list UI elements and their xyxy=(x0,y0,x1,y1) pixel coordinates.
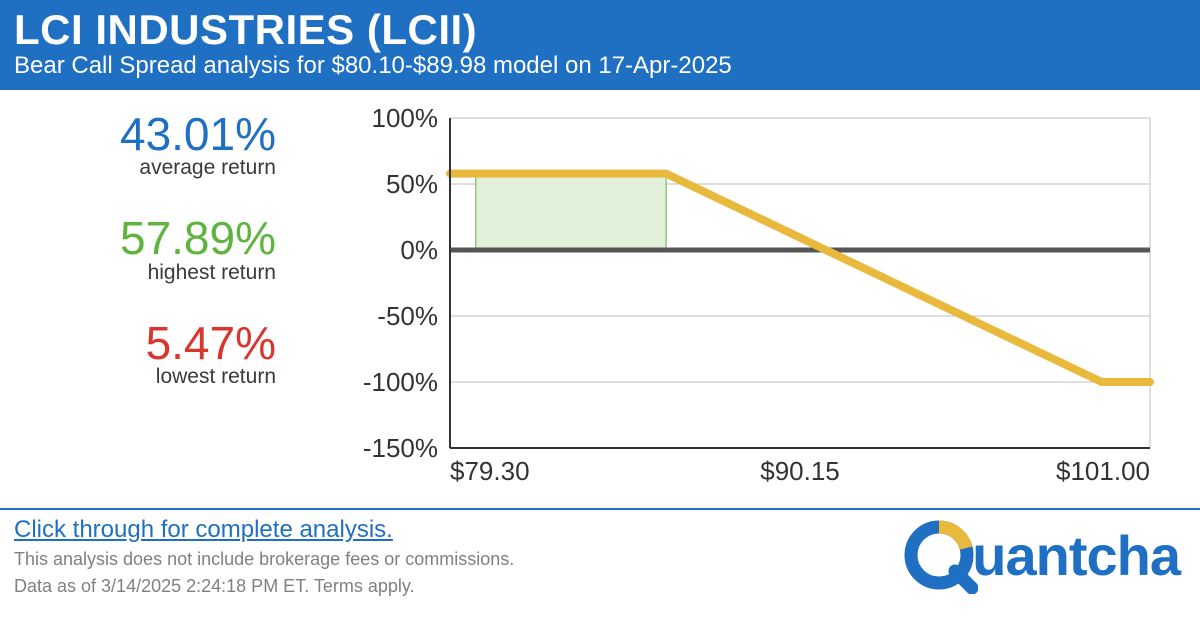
chart-container: 100% 50% 0% -50% -100% -150% $79.30 $90.15 $101.… xyxy=(310,90,1200,508)
stat-lowest: 5.47% lowest return xyxy=(30,319,300,389)
svg-text:-50%: -50% xyxy=(377,301,438,331)
logo-q-icon xyxy=(900,516,978,594)
brand-logo: uantcha xyxy=(900,516,1180,594)
stats-panel: 43.01% average return 57.89% highest ret… xyxy=(0,90,310,508)
svg-text:100%: 100% xyxy=(372,103,439,133)
svg-text:-150%: -150% xyxy=(363,433,438,463)
stat-average-label: average return xyxy=(30,156,276,180)
svg-text:$90.15: $90.15 xyxy=(760,456,840,486)
content-area: 43.01% average return 57.89% highest ret… xyxy=(0,90,1200,508)
footer: Click through for complete analysis. Thi… xyxy=(0,508,1200,620)
payoff-chart: 100% 50% 0% -50% -100% -150% $79.30 $90.15 $101.… xyxy=(310,100,1170,510)
stat-highest: 57.89% highest return xyxy=(30,214,300,284)
stat-highest-label: highest return xyxy=(30,261,276,285)
page-subtitle: Bear Call Spread analysis for $80.10-$89… xyxy=(14,52,1186,80)
header-banner: LCI INDUSTRIES (LCII) Bear Call Spread a… xyxy=(0,0,1200,90)
stat-lowest-value: 5.47% xyxy=(30,319,276,367)
svg-text:0%: 0% xyxy=(400,235,438,265)
stat-average-value: 43.01% xyxy=(30,110,276,158)
svg-text:$79.30: $79.30 xyxy=(450,456,530,486)
logo-text: uantcha xyxy=(972,523,1180,588)
stat-average: 43.01% average return xyxy=(30,110,300,180)
page-title: LCI INDUSTRIES (LCII) xyxy=(14,6,1186,54)
svg-text:-100%: -100% xyxy=(363,367,438,397)
svg-text:50%: 50% xyxy=(386,169,438,199)
svg-text:$101.00: $101.00 xyxy=(1056,456,1150,486)
stat-highest-value: 57.89% xyxy=(30,214,276,262)
